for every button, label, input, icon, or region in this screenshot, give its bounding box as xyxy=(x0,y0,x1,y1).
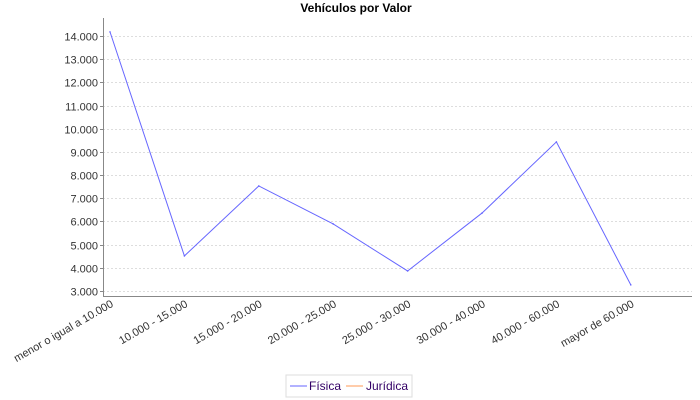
chart-title: Vehículos por Valor xyxy=(300,1,412,15)
data-point xyxy=(183,255,186,257)
y-tick-label: 6.000 xyxy=(70,217,98,229)
y-tick-label: 3.000 xyxy=(70,287,98,299)
y-tick-label: 13.000 xyxy=(64,55,98,67)
legend-label-juridica: Jurídica xyxy=(366,379,408,393)
data-point xyxy=(109,31,111,33)
y-tick-label: 9.000 xyxy=(70,148,98,160)
y-tick-label: 5.000 xyxy=(70,241,98,253)
x-tick-label: menor o igual a 10.000 xyxy=(12,298,115,365)
x-tick-label: 10.000 - 15.000 xyxy=(117,298,190,347)
data-point xyxy=(555,141,558,143)
data-point xyxy=(258,185,260,187)
y-tick-label: 11.000 xyxy=(65,102,98,114)
x-tick-label: 30.000 - 40.000 xyxy=(415,298,488,347)
x-tick-label: 20.000 - 25.000 xyxy=(266,298,339,347)
legend: Física Jurídica xyxy=(285,374,413,398)
y-tick-label: 10.000 xyxy=(64,125,98,137)
x-tick-label: mayor de 60.000 xyxy=(559,298,637,350)
data-point xyxy=(630,284,632,286)
data-point xyxy=(332,223,335,225)
y-tick-label: 14.000 xyxy=(64,32,98,44)
y-tick-label: 8.000 xyxy=(70,171,98,183)
series-line-0 xyxy=(109,31,632,286)
x-tick-label: 15.000 - 20.000 xyxy=(192,298,265,347)
data-point xyxy=(481,212,483,214)
legend-label-fisica: Física xyxy=(309,379,341,393)
y-tick-label: 7.000 xyxy=(70,194,98,206)
data-point xyxy=(406,270,409,272)
x-tick-label: 25.000 - 30.000 xyxy=(340,298,413,347)
y-tick-label: 12.000 xyxy=(64,78,98,90)
x-tick-label: 40.000 - 60.000 xyxy=(489,298,562,347)
y-tick-label: 4.000 xyxy=(70,264,98,276)
